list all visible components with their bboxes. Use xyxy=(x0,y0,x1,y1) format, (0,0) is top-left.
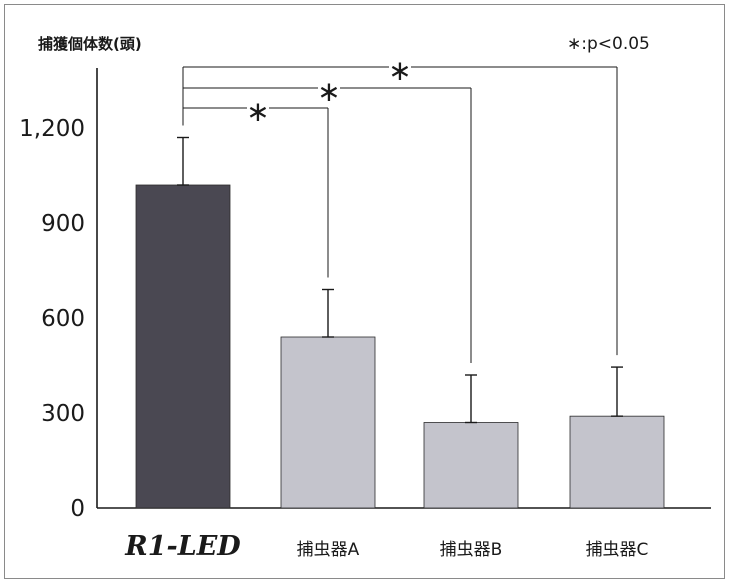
significance-star: ∗ xyxy=(317,75,340,108)
y-tick-label: 900 xyxy=(41,211,85,237)
significance-star: ∗ xyxy=(246,95,269,128)
bar-chart: 捕獲個体数(頭) ∗:p<0.05 0 300 600 900 1,200 ∗ ∗ ∗ R1… xyxy=(19,34,711,562)
error-bars xyxy=(177,136,623,424)
x-tick-label: 捕虫器A xyxy=(297,540,360,560)
y-tick-label: 0 xyxy=(70,496,85,522)
x-tick-label: R1-LED xyxy=(124,531,241,562)
y-tick-label: 300 xyxy=(41,401,85,427)
x-tick-labels: R1-LED 捕虫器A 捕虫器B 捕虫器C xyxy=(124,531,648,562)
y-ticks: 0 300 600 900 1,200 xyxy=(19,116,85,522)
bars xyxy=(135,184,665,509)
significance-brackets: ∗ ∗ ∗ xyxy=(182,54,618,363)
bar xyxy=(135,184,231,509)
y-axis-label: 捕獲個体数(頭) xyxy=(38,35,142,53)
y-tick-label: 600 xyxy=(41,306,85,332)
y-tick-label: 1,200 xyxy=(19,116,85,142)
bar xyxy=(423,422,519,509)
significance-star: ∗ xyxy=(388,54,411,87)
bar xyxy=(280,336,376,509)
bar xyxy=(569,415,665,509)
x-tick-label: 捕虫器C xyxy=(586,540,649,560)
x-tick-label: 捕虫器B xyxy=(440,540,503,560)
significance-note: ∗:p<0.05 xyxy=(567,34,650,54)
chart-frame: 捕獲個体数(頭) ∗:p<0.05 0 300 600 900 1,200 ∗ ∗ ∗ R1… xyxy=(4,4,725,579)
